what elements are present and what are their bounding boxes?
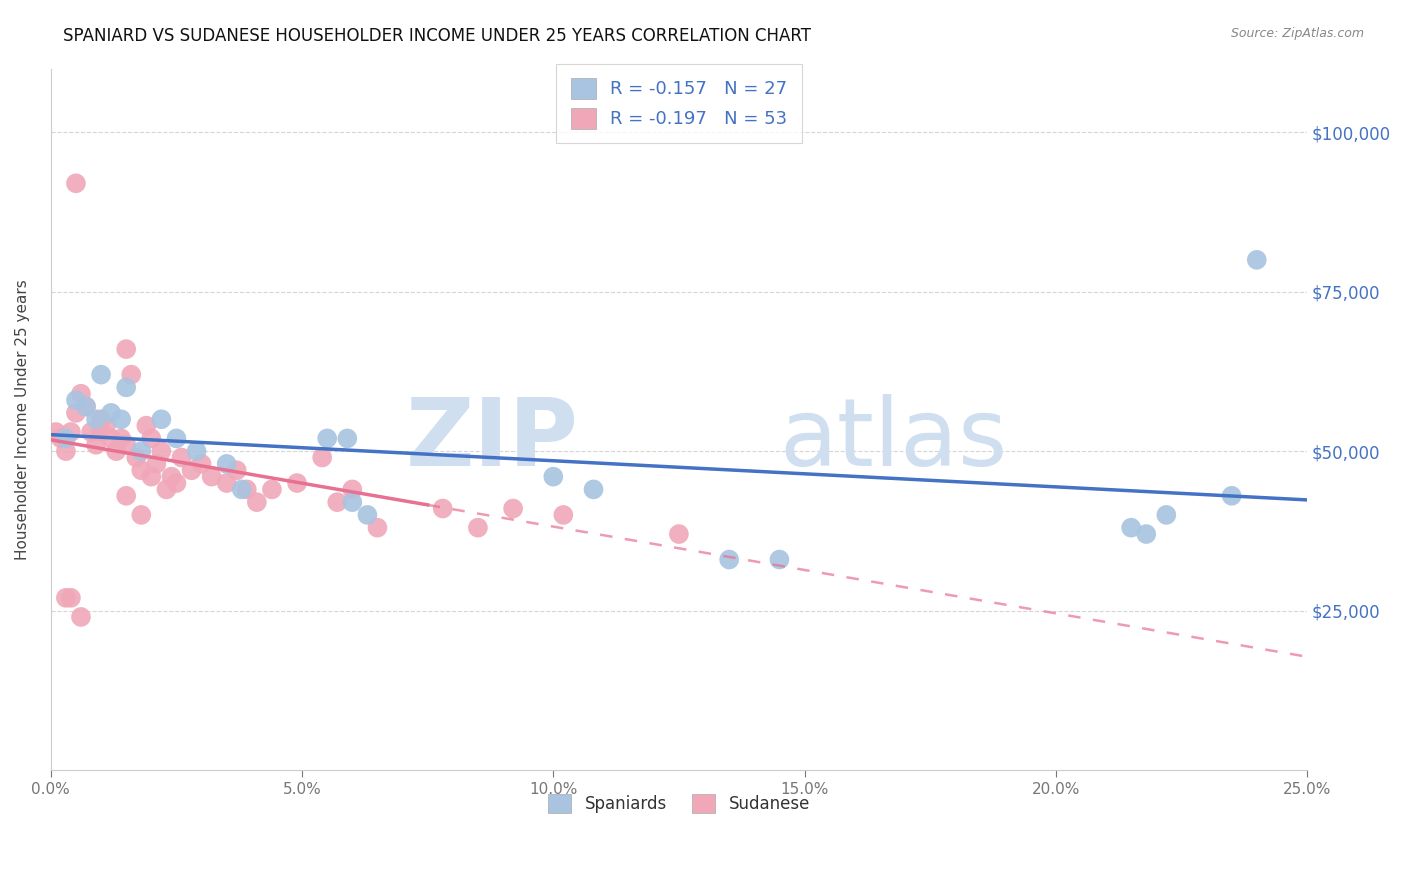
Point [55, 591, 77, 605]
Point [231, 483, 253, 497]
Text: Source: ZipAtlas.com: Source: ZipAtlas.com [1230, 27, 1364, 40]
Point [125, 450, 148, 465]
Point [165, 476, 187, 491]
Point [135, 418, 157, 433]
Point [155, 483, 177, 497]
Point [201, 469, 224, 483]
Point [75, 400, 97, 414]
Point [326, 495, 349, 509]
Point [160, 469, 183, 483]
Point [59, 425, 82, 439]
Point [170, 450, 193, 465]
Point [110, 431, 132, 445]
Point [215, 476, 238, 491]
Point [668, 527, 690, 541]
Point [120, 368, 142, 382]
Point [768, 552, 790, 566]
Point [49, 431, 72, 445]
Point [1220, 489, 1243, 503]
Point [115, 489, 138, 503]
Point [55, 431, 77, 445]
Point [65, 177, 87, 191]
Point [59, 591, 82, 605]
Point [356, 508, 378, 522]
Point [115, 342, 138, 356]
Text: ZIP: ZIP [405, 394, 578, 486]
Point [150, 412, 173, 426]
Point [1135, 527, 1157, 541]
Point [342, 495, 364, 509]
Point [1121, 521, 1143, 535]
Point [502, 501, 524, 516]
Point [90, 368, 112, 382]
Point [70, 386, 93, 401]
Point [246, 495, 269, 509]
Point [150, 444, 173, 458]
Point [84, 438, 107, 452]
Point [236, 483, 259, 497]
Point [90, 425, 112, 439]
Point [100, 431, 122, 445]
Legend: Spaniards, Sudanese: Spaniards, Sudanese [536, 782, 821, 825]
Point [336, 431, 359, 445]
Y-axis label: Householder Income Under 25 years: Householder Income Under 25 years [15, 279, 30, 559]
Point [180, 463, 202, 477]
Point [141, 469, 163, 483]
Point [129, 463, 152, 477]
Point [553, 508, 575, 522]
Point [190, 457, 212, 471]
Point [1246, 252, 1268, 267]
Point [582, 483, 605, 497]
Point [145, 457, 167, 471]
Point [285, 476, 308, 491]
Point [225, 463, 247, 477]
Text: atlas: atlas [779, 394, 1008, 486]
Point [129, 444, 152, 458]
Point [100, 406, 122, 420]
Text: SPANIARD VS SUDANESE HOUSEHOLDER INCOME UNDER 25 YEARS CORRELATION CHART: SPANIARD VS SUDANESE HOUSEHOLDER INCOME … [63, 27, 811, 45]
Point [260, 483, 283, 497]
Point [45, 425, 67, 439]
Point [75, 400, 97, 414]
Point [165, 431, 187, 445]
Point [94, 418, 117, 433]
Point [105, 444, 128, 458]
Point [80, 425, 103, 439]
Point [316, 431, 339, 445]
Point [467, 521, 489, 535]
Point [65, 406, 87, 420]
Point [1156, 508, 1178, 522]
Point [718, 552, 741, 566]
Point [342, 483, 364, 497]
Point [311, 450, 333, 465]
Point [186, 444, 208, 458]
Point [543, 469, 565, 483]
Point [366, 521, 388, 535]
Point [432, 501, 454, 516]
Point [115, 438, 138, 452]
Point [84, 412, 107, 426]
Point [129, 508, 152, 522]
Point [141, 431, 163, 445]
Point [115, 380, 138, 394]
Point [215, 457, 238, 471]
Point [70, 610, 93, 624]
Point [110, 412, 132, 426]
Point [55, 444, 77, 458]
Point [90, 412, 112, 426]
Point [65, 393, 87, 408]
